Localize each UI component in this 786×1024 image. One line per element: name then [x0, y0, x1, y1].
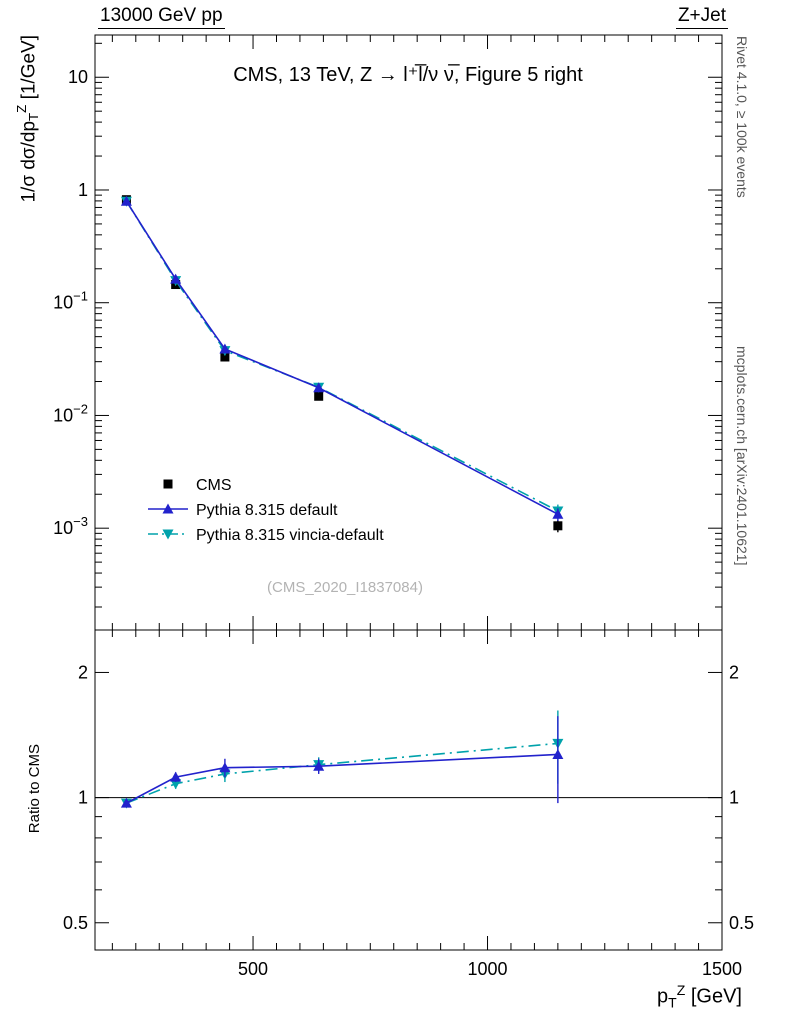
y-tick-label: 10−3	[53, 514, 88, 538]
square-marker	[314, 391, 324, 401]
triangle-up-marker	[170, 273, 182, 284]
triangle-up-marker	[219, 343, 231, 354]
square-marker	[553, 521, 563, 531]
y-tick-label: 10−1	[53, 289, 88, 313]
ratio-tick-label-left: 2	[78, 662, 88, 682]
series-line	[126, 753, 558, 804]
series-pythia-8-315-vincia-default	[120, 196, 564, 809]
y-tick-label: 10	[68, 67, 88, 87]
x-tick-label: 1000	[467, 959, 507, 979]
ratio-tick-label-left: 1	[78, 788, 88, 808]
triangle-up-marker	[120, 797, 132, 808]
series-line	[125, 200, 559, 515]
analysis-watermark: (CMS_2020_I1837084)	[267, 579, 423, 596]
triangle-up-marker	[170, 771, 182, 782]
triangle-up-marker	[552, 748, 564, 759]
square-marker	[220, 352, 230, 362]
triangle-down-marker	[170, 779, 182, 790]
series-line	[126, 742, 558, 804]
triangle-up-marker	[552, 508, 564, 519]
triangle-up-marker	[162, 503, 174, 514]
rivet-version-note: Rivet 4.1.0, ≥ 100k events	[734, 36, 750, 198]
x-label-suffix: [GeV]	[685, 985, 742, 1008]
chart-layer: 500 1000 1500 10−3 10−2 10−1 1 10 2 2 1 1 0.5 0.5 CMS P…	[53, 34, 754, 979]
x-tick-label: 1500	[702, 959, 742, 979]
y-label-prefix: 1/σ dσ/dp	[18, 120, 40, 203]
ratio-tick-label-right: 2	[729, 662, 739, 682]
square-marker	[163, 479, 173, 489]
mcplots-note: mcplots.cern.ch [arXiv:2401.10621]	[734, 346, 750, 566]
x-label-sup: Z	[676, 982, 686, 998]
legend-label: Pythia 8.315 default	[196, 502, 338, 519]
triangle-up-marker	[313, 760, 325, 771]
ratio-panel-frame	[94, 629, 723, 951]
process-header: Z+Jet	[675, 5, 728, 29]
x-label-sub: T	[668, 994, 677, 1011]
ratio-axis-label: Ratio to CMS	[26, 744, 43, 834]
plot-title: CMS, 13 TeV, Z → l⁺l̅/ν ν̅, Figure 5 rig…	[233, 63, 583, 86]
triangle-down-marker	[162, 529, 174, 540]
ratio-tick-label-right: 0.5	[729, 913, 754, 933]
triangle-up-marker	[219, 762, 231, 773]
x-tick-label: 500	[238, 959, 268, 979]
legend: CMS Pythia 8.315 default Pythia 8.315 vinc…	[148, 477, 384, 544]
x-axis-label: pTZ [GeV]	[657, 982, 742, 1011]
legend-label: Pythia 8.315 vincia-default	[196, 527, 384, 544]
y-label-sub: T	[26, 112, 42, 121]
triangle-up-marker	[120, 195, 132, 206]
y-label-sup: Z	[14, 104, 29, 113]
x-label-prefix: p	[657, 985, 669, 1008]
series-line	[125, 200, 559, 512]
y-tick-label: 10−2	[53, 401, 88, 425]
y-label-suffix: [1/GeV]	[18, 35, 40, 105]
axes: 500 1000 1500 10−3 10−2 10−1 1 10 2 2 1 1 0.5 0.5	[53, 34, 754, 979]
y-axis-label: 1/σ dσ/dpTZ [1/GeV]	[14, 35, 41, 203]
beam-energy-header: 13000 GeV pp	[98, 5, 225, 29]
ratio-tick-label-left: 0.5	[63, 913, 88, 933]
triangle-up-marker	[313, 382, 325, 393]
main-panel-frame	[94, 34, 723, 631]
y-tick-label: 1	[78, 180, 88, 200]
legend-label: CMS	[196, 477, 232, 494]
series-pythia-8-315-default	[120, 195, 564, 808]
ratio-tick-label-right: 1	[729, 788, 739, 808]
